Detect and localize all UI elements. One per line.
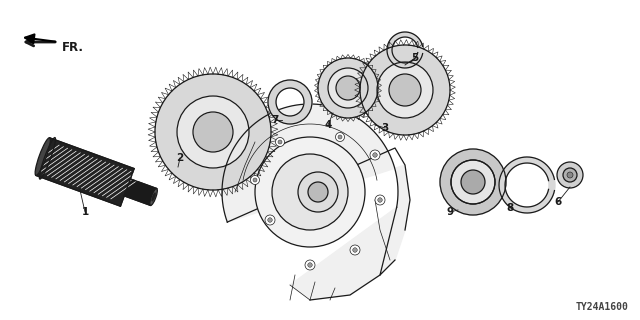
Circle shape <box>350 245 360 255</box>
Text: 8: 8 <box>506 203 514 213</box>
Circle shape <box>378 198 382 202</box>
Text: 1: 1 <box>81 207 88 217</box>
Circle shape <box>253 178 257 182</box>
Text: 6: 6 <box>554 197 562 207</box>
Circle shape <box>308 182 328 202</box>
Circle shape <box>255 137 365 247</box>
Text: 9: 9 <box>447 207 454 217</box>
Text: TY24A1600: TY24A1600 <box>575 302 628 312</box>
Circle shape <box>372 153 377 157</box>
Circle shape <box>272 154 348 230</box>
Circle shape <box>250 175 259 185</box>
Circle shape <box>563 168 577 182</box>
Text: 2: 2 <box>177 153 184 163</box>
Circle shape <box>353 248 357 252</box>
Polygon shape <box>36 138 134 206</box>
Circle shape <box>193 112 233 152</box>
Circle shape <box>336 76 360 100</box>
Circle shape <box>567 172 573 178</box>
Circle shape <box>308 263 312 267</box>
Circle shape <box>335 132 344 141</box>
Circle shape <box>268 218 272 222</box>
Circle shape <box>461 170 485 194</box>
Circle shape <box>275 138 285 147</box>
Ellipse shape <box>150 188 157 205</box>
Text: 3: 3 <box>381 123 388 133</box>
Text: FR.: FR. <box>62 41 84 54</box>
Ellipse shape <box>35 138 51 175</box>
Circle shape <box>389 74 421 106</box>
Polygon shape <box>222 104 410 300</box>
Circle shape <box>557 162 583 188</box>
Circle shape <box>451 160 495 204</box>
Ellipse shape <box>152 193 156 201</box>
Circle shape <box>375 195 385 205</box>
Polygon shape <box>124 179 157 205</box>
Text: 5: 5 <box>412 53 419 63</box>
Circle shape <box>265 215 275 225</box>
Circle shape <box>278 140 282 144</box>
Circle shape <box>298 172 338 212</box>
Text: 7: 7 <box>271 115 278 125</box>
Circle shape <box>370 150 380 160</box>
Text: 4: 4 <box>324 120 332 130</box>
Circle shape <box>338 135 342 139</box>
Circle shape <box>305 260 315 270</box>
